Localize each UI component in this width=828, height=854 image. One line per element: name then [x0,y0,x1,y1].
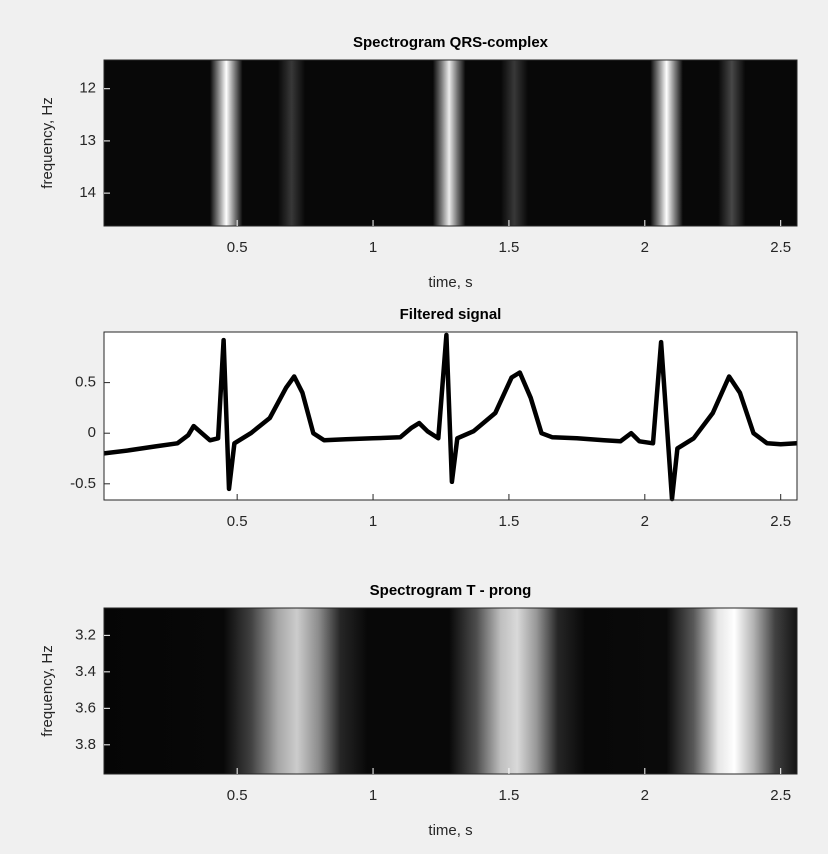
x-tick-label: 0.5 [227,513,248,530]
y-tick-label: 3.8 [75,736,96,753]
y-tick-label: 3.4 [75,663,96,680]
y-axis-label: frequency, Hz [39,645,56,736]
x-tick-label: 2 [641,239,649,256]
x-tick-label: 1.5 [498,513,519,530]
heatmap [104,60,797,226]
y-tick-label: 0 [88,424,96,441]
axes-box [103,607,798,775]
heatmap [104,608,797,774]
signal-line [103,332,798,502]
x-tick-label: 1 [369,513,377,530]
x-axis-label: time, s [428,274,472,291]
y-tick-label: 13 [79,132,96,149]
x-tick-label: 1.5 [498,787,519,804]
chart-title: Filtered signal [400,306,502,323]
x-tick-label: 2.5 [770,787,791,804]
x-tick-label: 0.5 [227,239,248,256]
chart-title: Spectrogram QRS-complex [353,34,549,51]
y-tick-label: 3.2 [75,626,96,643]
x-axis-label: time, s [428,822,472,839]
y-axis-label: frequency, Hz [39,97,56,188]
x-tick-label: 2 [641,513,649,530]
y-tick-label: 0.5 [75,374,96,391]
y-tick-label: -0.5 [70,475,96,492]
x-tick-label: 1 [369,787,377,804]
x-tick-label: 1 [369,239,377,256]
x-tick-label: 2 [641,787,649,804]
x-tick-label: 1.5 [498,239,519,256]
x-tick-label: 0.5 [227,787,248,804]
y-tick-label: 14 [79,184,96,201]
y-tick-label: 12 [79,80,96,97]
y-tick-label: 3.6 [75,699,96,716]
x-tick-label: 2.5 [770,513,791,530]
chart-title: Spectrogram T - prong [370,582,532,599]
x-tick-label: 2.5 [770,239,791,256]
axes-box [103,59,798,227]
axes-box [103,331,798,501]
